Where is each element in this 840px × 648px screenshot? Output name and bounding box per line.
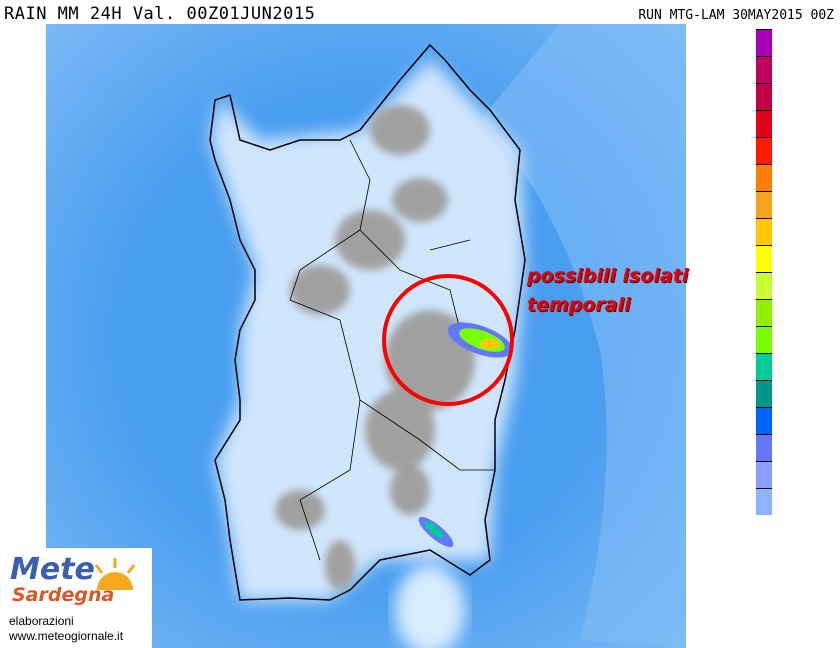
legend-swatch-10 bbox=[756, 299, 772, 326]
color-legend bbox=[756, 29, 772, 515]
sardinia-rain-map bbox=[46, 24, 686, 648]
annotation-text: possibili isolati temporali bbox=[527, 262, 688, 320]
legend-swatch-17 bbox=[756, 488, 772, 515]
legend-swatch-2 bbox=[756, 83, 772, 110]
legend-swatch-9 bbox=[756, 272, 772, 299]
legend-swatch-15 bbox=[756, 434, 772, 461]
legend-swatch-3 bbox=[756, 110, 772, 137]
legend-swatch-0 bbox=[756, 29, 772, 56]
annotation-line-2: temporali bbox=[527, 294, 631, 316]
legend-swatch-12 bbox=[756, 353, 772, 380]
logo-website: www.meteogiornale.it bbox=[9, 629, 124, 643]
legend-swatch-11 bbox=[756, 326, 772, 353]
highlight-circle bbox=[382, 274, 514, 406]
light-rain-area bbox=[395, 565, 465, 648]
annotation-line-1: possibili isolati bbox=[527, 265, 689, 287]
rain-cell-south bbox=[418, 516, 454, 548]
logo-brand-bottom: Sardegna bbox=[12, 584, 115, 606]
meteo-sardegna-logo: Mete Sardegna elaborazioni www.meteogior… bbox=[0, 548, 152, 648]
legend-swatch-14 bbox=[756, 407, 772, 434]
legend-swatch-13 bbox=[756, 380, 772, 407]
sardinia-coastline bbox=[209, 43, 526, 601]
legend-swatch-5 bbox=[756, 164, 772, 191]
legend-swatch-16 bbox=[756, 461, 772, 488]
legend-swatch-4 bbox=[756, 137, 772, 164]
sun-icon bbox=[94, 558, 136, 590]
outer-sea-shading bbox=[480, 24, 686, 648]
legend-swatch-8 bbox=[756, 245, 772, 272]
map-title: RAIN MM 24H Val. 00Z01JUN2015 bbox=[4, 4, 316, 24]
legend-swatch-1 bbox=[756, 56, 772, 83]
run-info: RUN MTG-LAM 30MAY2015 00Z bbox=[638, 8, 834, 23]
logo-brand-top: Mete bbox=[10, 552, 95, 587]
legend-swatch-7 bbox=[756, 218, 772, 245]
rain-cell-east bbox=[447, 322, 513, 358]
logo-caption: elaborazioni bbox=[9, 614, 74, 628]
legend-swatch-6 bbox=[756, 191, 772, 218]
